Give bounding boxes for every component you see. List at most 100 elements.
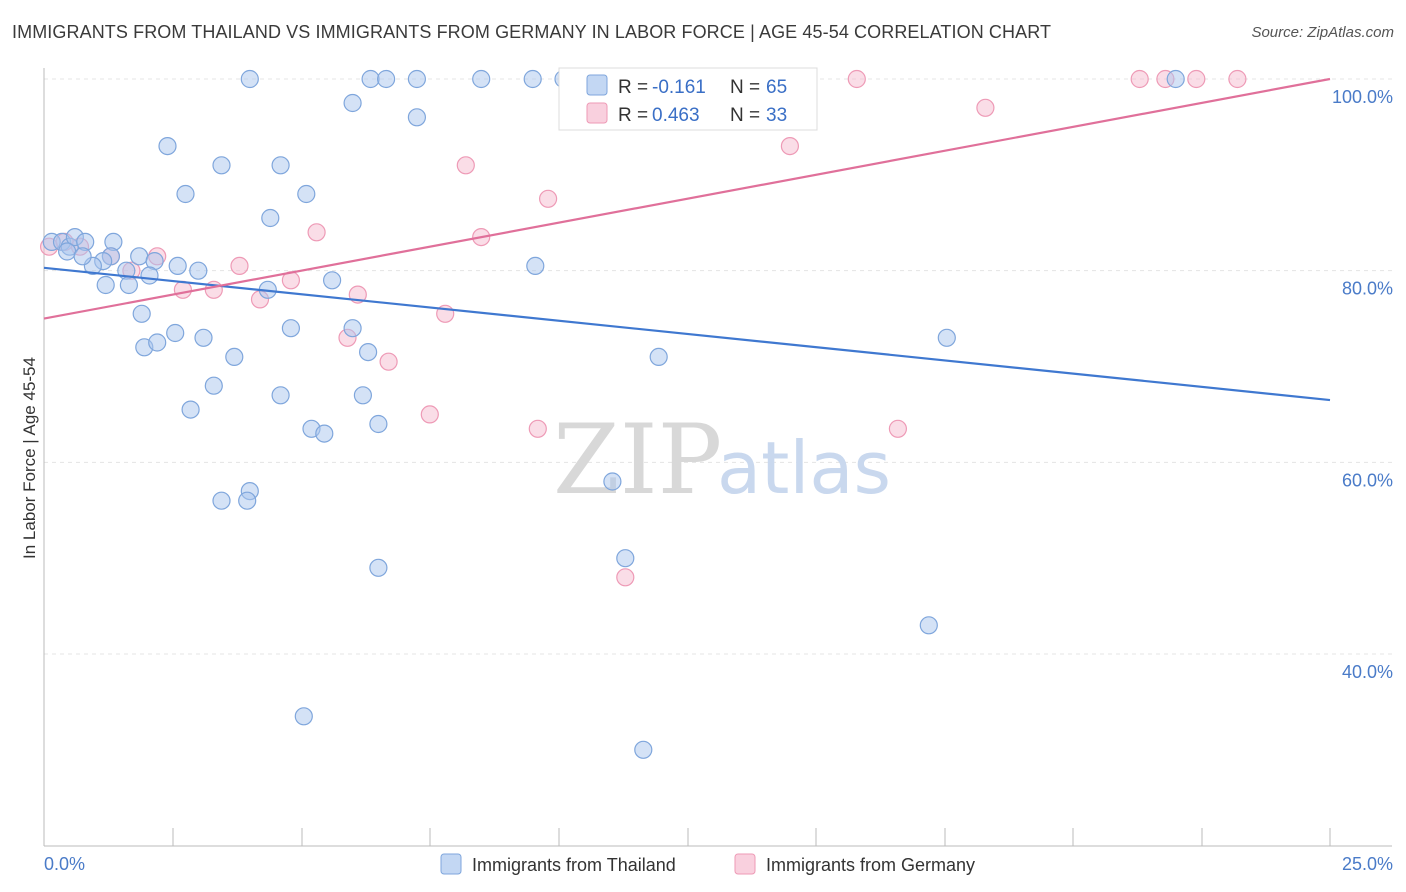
thailand-point-32 xyxy=(261,208,280,228)
thailand-point-17 xyxy=(168,256,187,275)
thailand-point-55 xyxy=(523,69,542,89)
thailand-point-10 xyxy=(73,247,92,266)
stats-germany-r-label: R = xyxy=(618,105,648,126)
trend-lines xyxy=(43,77,1331,402)
germany-point-25 xyxy=(780,137,800,156)
thailand-point-45 xyxy=(238,491,257,510)
germany-point-28 xyxy=(976,98,995,117)
legend-swatch-thailand xyxy=(440,853,462,875)
thailand-point-34 xyxy=(271,156,290,175)
watermark-zip: ZIP xyxy=(553,404,722,516)
grid-lines xyxy=(44,78,1392,655)
thailand-point-54 xyxy=(472,69,491,89)
thailand-point-60 xyxy=(634,740,653,759)
thailand-point-18 xyxy=(189,261,208,280)
stats-thailand-n-label: N = xyxy=(730,77,760,98)
germany-point-27 xyxy=(888,419,908,438)
thailand-point-39 xyxy=(353,386,372,405)
thailand-point-28 xyxy=(323,271,342,290)
thailand-point-40 xyxy=(369,414,388,434)
thailand-point-50 xyxy=(361,69,380,89)
stats-swatch-thailand xyxy=(586,74,608,96)
thailand-point-24 xyxy=(225,347,244,366)
thailand-point-26 xyxy=(181,400,200,419)
y-tick-label-100: 100.0% xyxy=(1332,87,1393,107)
stats-swatch-germany xyxy=(586,102,608,124)
thailand-point-64 xyxy=(1166,69,1185,89)
thailand-point-12 xyxy=(130,247,149,266)
stats-germany-n-value: 33 xyxy=(766,105,787,126)
chart-title: IMMIGRANTS FROM THAILAND VS IMMIGRANTS F… xyxy=(12,22,1052,42)
thailand-point-47 xyxy=(294,707,313,726)
legend-label-germany: Immigrants from Germany xyxy=(766,855,975,875)
y-tick-labels: 100.0% 80.0% 60.0% 40.0% xyxy=(1332,87,1393,682)
thailand-point-63 xyxy=(919,616,938,635)
y-axis-label: In Labor Force | Age 45-54 xyxy=(20,357,39,559)
germany-point-16 xyxy=(420,405,439,424)
thailand-point-48 xyxy=(240,69,259,89)
stats-thailand-n-value: 65 xyxy=(766,77,787,98)
thailand-point-37 xyxy=(297,184,316,204)
y-tick-label-80: 80.0% xyxy=(1342,279,1393,299)
thailand-point-33 xyxy=(212,156,231,175)
thailand-point-5 xyxy=(57,242,77,261)
germany-point-14 xyxy=(379,352,398,371)
germany-point-20 xyxy=(538,189,558,208)
stats-box: R = -0.161 N = 65 R = 0.463 N = 33 xyxy=(558,67,818,131)
thailand-point-14 xyxy=(96,275,115,295)
axes xyxy=(43,68,1392,847)
thailand-point-61 xyxy=(649,347,668,366)
source-label: Source: ZipAtlas.com xyxy=(1251,24,1394,41)
legend-label-thailand: Immigrants from Thailand xyxy=(472,855,676,875)
germany-point-23 xyxy=(616,568,635,587)
germany-point-31 xyxy=(1187,69,1206,89)
x-tick-label-max: 25.0% xyxy=(1342,854,1393,874)
germany-point-32 xyxy=(1228,69,1247,89)
thailand-point-30 xyxy=(359,343,378,362)
legend: Immigrants from Thailand Immigrants from… xyxy=(440,853,975,875)
thailand-point-44 xyxy=(212,491,231,510)
stats-thailand-r-label: R = xyxy=(618,77,648,98)
germany-point-11 xyxy=(307,223,326,242)
germany-point-26 xyxy=(847,69,866,89)
thailand-point-21 xyxy=(148,333,167,352)
germany-point-19 xyxy=(528,419,547,438)
thailand-point-53 xyxy=(407,108,426,127)
thailand-point-62 xyxy=(937,328,956,347)
thailand-point-23 xyxy=(194,328,213,347)
thailand-point-27 xyxy=(281,319,300,338)
thailand-point-22 xyxy=(166,323,185,343)
thailand-point-15 xyxy=(119,275,138,295)
germany-point-6 xyxy=(173,280,192,299)
watermark-atlas: atlas xyxy=(717,426,891,510)
thailand-point-29 xyxy=(343,319,362,338)
thailand-trend-line xyxy=(43,266,1331,402)
legend-swatch-germany xyxy=(734,853,756,875)
thailand-point-52 xyxy=(407,69,426,89)
x-tick-labels: 0.0% 25.0% xyxy=(44,854,1393,874)
thailand-point-16 xyxy=(140,266,159,285)
stats-germany-r-value: 0.463 xyxy=(652,105,700,126)
stats-thailand-r-value: -0.161 xyxy=(652,77,706,98)
germany-point-29 xyxy=(1130,69,1149,89)
germany-point-17 xyxy=(456,156,475,175)
thailand-point-51 xyxy=(377,69,396,89)
thailand-point-46 xyxy=(369,558,388,577)
thailand-point-38 xyxy=(271,386,290,405)
thailand-point-19 xyxy=(132,304,151,323)
thailand-point-36 xyxy=(158,137,177,156)
thailand-point-42 xyxy=(315,424,334,443)
thailand-point-59 xyxy=(616,549,635,568)
x-tick-label-min: 0.0% xyxy=(44,854,85,874)
germany-trend-line xyxy=(43,77,1331,320)
thailand-point-57 xyxy=(603,472,622,491)
y-tick-label-60: 60.0% xyxy=(1342,470,1393,490)
germany-point-8 xyxy=(230,256,249,275)
thailand-point-56 xyxy=(526,256,545,275)
thailand-points xyxy=(42,69,1185,759)
y-tick-label-40: 40.0% xyxy=(1342,662,1393,682)
thailand-point-49 xyxy=(343,93,362,113)
thailand-point-35 xyxy=(176,184,195,204)
stats-germany-n-label: N = xyxy=(730,105,760,126)
